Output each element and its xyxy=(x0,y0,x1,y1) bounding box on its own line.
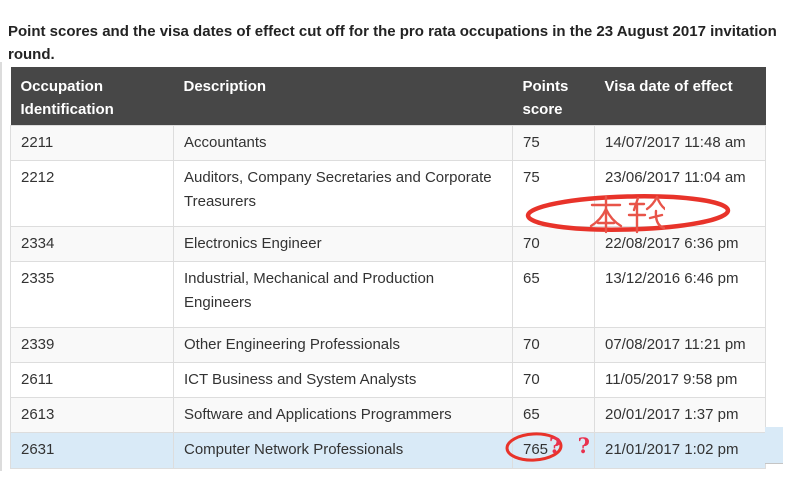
cell-description: Computer Network Professionals xyxy=(173,432,513,469)
cell-points: 70 xyxy=(512,226,595,262)
table-row: 2339 Other Engineering Professionals 70 … xyxy=(10,327,766,363)
cell-description: Industrial, Mechanical and Production En… xyxy=(173,261,513,328)
cell-description: ICT Business and System Analysts xyxy=(173,362,513,398)
cell-points: 75 xyxy=(512,160,595,227)
table-row: 2611 ICT Business and System Analysts 70… xyxy=(10,362,766,398)
cell-visa-date: 22/08/2017 6:36 pm xyxy=(594,226,766,262)
page-left-border xyxy=(0,62,2,471)
cell-points: 70 xyxy=(512,362,595,398)
cell-points: 75 xyxy=(512,125,595,161)
table-header: Occupation Identification Description Po… xyxy=(10,67,766,126)
cell-description: Accountants xyxy=(173,125,513,161)
cell-points: 65 xyxy=(512,261,595,328)
cell-occupation-id: 2339 xyxy=(10,327,174,363)
cell-visa-date: 11/05/2017 9:58 pm xyxy=(594,362,766,398)
column-header-description: Description xyxy=(173,67,513,126)
cell-description: Electronics Engineer xyxy=(173,226,513,262)
cell-description: Other Engineering Professionals xyxy=(173,327,513,363)
highlight-row-overflow xyxy=(765,427,783,464)
cell-occupation-id: 2631 xyxy=(10,432,174,469)
page-intro-text: Point scores and the visa dates of effec… xyxy=(8,23,777,64)
cell-points: 70 xyxy=(512,327,595,363)
cell-visa-date: 21/01/2017 1:02 pm xyxy=(594,432,766,469)
question-marks-annotation: ? ? xyxy=(549,433,590,458)
column-header-occupation-id: Occupation Identification xyxy=(10,67,174,126)
cell-occupation-id: 2611 xyxy=(10,362,174,398)
cell-visa-date: 14/07/2017 11:48 am xyxy=(594,125,766,161)
table-header-row: Occupation Identification Description Po… xyxy=(10,67,766,126)
cell-points: 65 xyxy=(512,397,595,433)
cell-occupation-id: 2613 xyxy=(10,397,174,433)
cell-description: Software and Applications Programmers xyxy=(173,397,513,433)
table-row: 2211 Accountants 75 14/07/2017 11:48 am xyxy=(10,125,766,161)
cell-occupation-id: 2212 xyxy=(10,160,174,227)
pro-rata-points-table: Occupation Identification Description Po… xyxy=(10,67,766,469)
cell-visa-date: 13/12/2016 6:46 pm xyxy=(594,261,766,328)
cell-occupation-id: 2335 xyxy=(10,261,174,328)
cell-visa-date: 20/01/2017 1:37 pm xyxy=(594,397,766,433)
table-row: 2335 Industrial, Mechanical and Producti… xyxy=(10,261,766,328)
cell-occupation-id: 2334 xyxy=(10,226,174,262)
column-header-points-score: Points score xyxy=(512,67,595,126)
table-row: 2212 Auditors, Company Secretaries and C… xyxy=(10,160,766,227)
cell-description: Auditors, Company Secretaries and Corpor… xyxy=(173,160,513,227)
cell-visa-date: 07/08/2017 11:21 pm xyxy=(594,327,766,363)
cell-visa-date: 23/06/2017 11:04 am xyxy=(594,160,766,227)
cell-occupation-id: 2211 xyxy=(10,125,174,161)
table-row: 2334 Electronics Engineer 70 22/08/2017 … xyxy=(10,226,766,262)
table-row: 2613 Software and Applications Programme… xyxy=(10,397,766,433)
table-row-highlighted: 2631 Computer Network Professionals 765 … xyxy=(10,432,766,469)
column-header-visa-date: Visa date of effect xyxy=(594,67,766,126)
